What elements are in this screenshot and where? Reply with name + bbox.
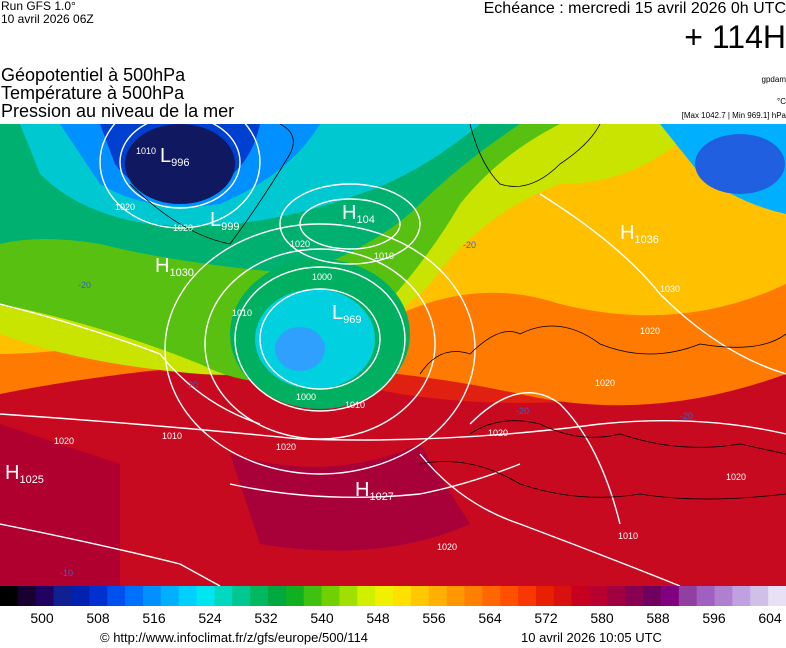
echeance-label: Echéance : mercredi 15 avril 2026 0h UTC <box>483 0 786 17</box>
isobar-label: 1030 <box>660 284 680 294</box>
run-label: Run GFS 1.0° <box>1 0 76 13</box>
isobar-label: 1000 <box>296 392 316 402</box>
generation-timestamp: 10 avril 2026 10:05 UTC <box>521 630 662 645</box>
color-scale-swatch <box>196 586 215 606</box>
weather-map: L996 L999 H1030 H104 L969 H1036 H1025 H1… <box>0 124 786 586</box>
color-scale-swatch <box>53 586 72 606</box>
temperature-label: -20 <box>516 406 529 416</box>
color-scale-swatch <box>393 586 412 606</box>
color-scale-tick: 508 <box>86 610 110 626</box>
color-scale-swatch <box>714 586 733 606</box>
color-scale-swatch <box>768 586 786 606</box>
temperature-label: -20 <box>463 240 476 250</box>
color-scale-swatch <box>500 586 519 606</box>
color-scale-tick: 596 <box>702 610 726 626</box>
color-scale-tick: 524 <box>198 610 222 626</box>
temperature-label: -20 <box>78 280 91 290</box>
temperature-label: -20 <box>185 380 198 390</box>
color-scale-swatch <box>464 586 483 606</box>
color-scale-swatch <box>303 586 323 606</box>
color-scale-swatch <box>607 586 626 606</box>
color-scale-swatch <box>339 586 358 606</box>
color-scale-swatch <box>250 586 269 606</box>
isobar-label: 1020 <box>488 428 508 438</box>
color-scale-swatch <box>375 586 394 606</box>
unit-gpdam: gpdam <box>761 75 786 84</box>
run-date: 10 avril 2026 06Z <box>1 12 94 26</box>
unit-celsius: °C <box>777 97 786 106</box>
isobar-label: 1010 <box>345 400 365 410</box>
color-scale-swatch <box>446 586 465 606</box>
color-scale-swatch <box>410 586 430 606</box>
isobar-label: 1010 <box>162 431 182 441</box>
lead-time: + 114H <box>684 19 786 55</box>
color-scale-swatch <box>732 586 751 606</box>
color-scale-swatch <box>285 586 305 606</box>
isobar-label: 1000 <box>312 272 332 282</box>
color-scale-tick: 516 <box>142 610 166 626</box>
isobar-label: 1020 <box>290 239 310 249</box>
isobar-label: 1010 <box>232 308 252 318</box>
color-scale-tick: 500 <box>30 610 54 626</box>
color-scale-swatch <box>428 586 448 606</box>
color-scale-swatch <box>571 586 590 606</box>
isobar-label: 1010 <box>136 146 156 156</box>
isobar-label: 1020 <box>726 472 746 482</box>
color-scale-swatch <box>518 586 537 606</box>
color-scale-swatch <box>625 586 644 606</box>
temperature-label: -10 <box>60 568 73 578</box>
color-scale-tick: 532 <box>254 610 278 626</box>
color-scale-tick: 540 <box>310 610 334 626</box>
color-scale-swatch <box>107 586 126 606</box>
isobar-label: 1020 <box>595 378 615 388</box>
color-scale-tick: 548 <box>366 610 390 626</box>
color-scale-swatch <box>35 586 55 606</box>
color-scale-swatch <box>553 586 573 606</box>
color-scale <box>0 586 786 606</box>
color-scale-tick: 572 <box>534 610 558 626</box>
source-url[interactable]: © http://www.infoclimat.fr/z/gfs/europe/… <box>100 630 369 645</box>
color-scale-swatch <box>0 586 19 606</box>
color-scale-swatch <box>267 586 287 606</box>
color-scale-swatch <box>142 586 162 606</box>
color-scale-swatch <box>214 586 233 606</box>
temperature-label: -20 <box>680 411 693 421</box>
color-scale-swatch <box>71 586 90 606</box>
color-scale-tick: 588 <box>646 610 670 626</box>
color-scale-tick: 564 <box>478 610 502 626</box>
isobar-label: 1020 <box>437 542 457 552</box>
isobar-label: 1020 <box>54 436 74 446</box>
color-scale-swatch <box>17 586 37 606</box>
isobar-label: 1020 <box>115 202 135 212</box>
color-scale-swatch <box>750 586 769 606</box>
color-scale-swatch <box>589 586 608 606</box>
title-temperature: Température à 500hPa <box>1 83 185 103</box>
color-scale-swatch <box>160 586 180 606</box>
pressure-minmax: [Max 1042.7 | Min 969.1] hPa <box>681 111 786 120</box>
color-scale-tick: 580 <box>590 610 614 626</box>
color-scale-swatch <box>178 586 197 606</box>
title-pressure: Pression au niveau de la mer <box>1 101 235 121</box>
isobar-label: 1010 <box>374 251 394 261</box>
color-scale-swatch <box>660 586 680 606</box>
color-scale-swatch <box>482 586 501 606</box>
pressure-center-high: H1025 <box>5 462 44 486</box>
color-scale-tick: 556 <box>422 610 446 626</box>
color-scale-swatch <box>321 586 340 606</box>
color-scale-tick: 604 <box>758 610 782 626</box>
color-scale-swatch <box>89 586 108 606</box>
color-scale-swatch <box>125 586 144 606</box>
isobar-label: 1010 <box>618 531 638 541</box>
color-scale-swatch <box>696 586 716 606</box>
color-scale-swatch <box>535 586 555 606</box>
color-scale-swatch <box>357 586 376 606</box>
isobar-label: 1020 <box>640 326 660 336</box>
color-scale-swatch <box>678 586 698 606</box>
color-scale-swatch <box>232 586 251 606</box>
title-geopotential: Géopotentiel à 500hPa <box>1 65 186 85</box>
color-scale-swatch <box>643 586 662 606</box>
isobar-label: 1020 <box>276 442 296 452</box>
isobar-label: 1020 <box>173 223 193 233</box>
